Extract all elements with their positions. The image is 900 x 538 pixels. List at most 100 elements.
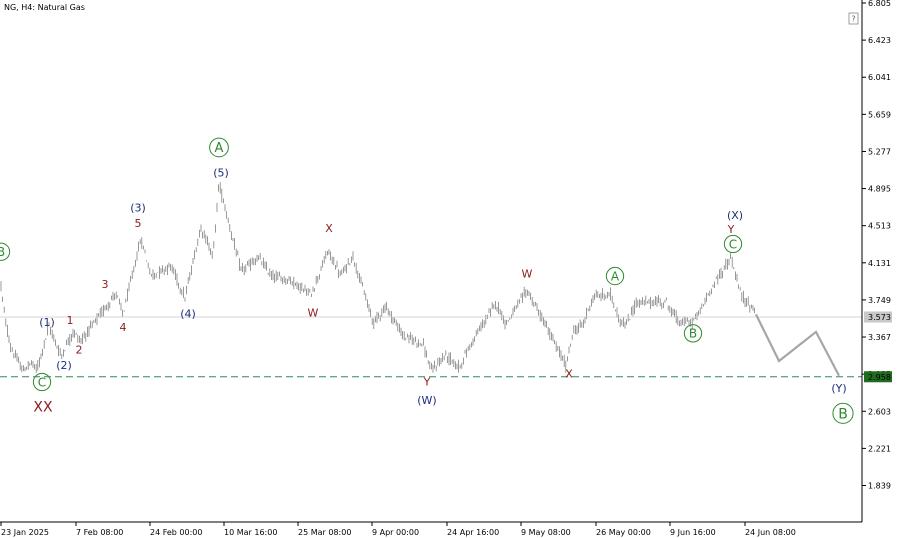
wave-label: (X) <box>727 209 743 222</box>
forecast-projection-line <box>755 313 840 377</box>
wave-label: 2 <box>76 343 83 356</box>
wave-label: A <box>209 137 229 158</box>
x-tick-label: 10 Mar 16:00 <box>224 528 277 537</box>
wave-label-text: XX <box>33 400 53 416</box>
wave-label-text: Y <box>727 223 735 236</box>
wave-label-text: (Y) <box>831 382 846 395</box>
wave-label-text: A <box>611 269 620 283</box>
current-price-badge <box>864 311 892 323</box>
x-tick-label: 9 May 08:00 <box>521 528 571 537</box>
x-tick-label: 24 Feb 00:00 <box>150 528 202 537</box>
wave-label: 5 <box>135 217 142 230</box>
y-tick-label: 4.513 <box>868 222 891 231</box>
wave-label: W <box>522 267 533 280</box>
y-tick-label: 1.839 <box>868 482 891 491</box>
wave-label: B <box>0 242 11 261</box>
x-tick-label: 23 Jan 2025 <box>1 528 49 537</box>
support-price-badge-label: 2.958 <box>868 373 891 382</box>
wave-label: 1 <box>67 314 74 327</box>
y-tick-label: 5.277 <box>868 147 891 156</box>
wave-label: (1) <box>39 316 55 329</box>
wave-label-circle <box>32 372 52 392</box>
wave-label-text: W <box>308 306 319 319</box>
wave-label-text: 5 <box>135 217 142 230</box>
wave-label-text: X <box>325 222 333 235</box>
wave-label: A <box>605 266 625 286</box>
x-tick-label: 7 Feb 08:00 <box>76 528 123 537</box>
x-tick-label: 25 Mar 08:00 <box>298 528 351 537</box>
x-tick-label: 26 May 00:00 <box>596 528 651 537</box>
x-tick-label: 9 Jun 16:00 <box>670 528 716 537</box>
wave-label-text: (W) <box>417 394 436 407</box>
wave-label: X <box>325 222 333 235</box>
wave-label-circle <box>605 266 625 286</box>
wave-label-circle <box>0 242 11 261</box>
wave-label: 4 <box>120 321 127 334</box>
candles-layer <box>0 182 755 373</box>
wave-label-text: Y <box>423 375 431 388</box>
lines-layer <box>0 313 862 378</box>
wave-label-text: (5) <box>213 166 229 179</box>
y-tick-label: 6.041 <box>868 73 891 82</box>
wave-label: W <box>308 306 319 319</box>
wave-label-text: (1) <box>39 316 55 329</box>
wave-label: (4) <box>180 307 196 320</box>
wave-label-circle <box>683 324 703 343</box>
symbol-label: NG, H4: Natural Gas <box>4 3 85 12</box>
y-tick-label: 4.895 <box>868 185 891 194</box>
y-tick-label: 3.749 <box>868 296 891 305</box>
wave-label-text: C <box>729 237 737 251</box>
wave-label: Y <box>423 375 431 388</box>
wave-label-text: C <box>38 375 46 389</box>
x-tick-label: 9 Apr 00:00 <box>372 528 419 537</box>
wave-label-text: B <box>838 406 848 422</box>
wave-label: C <box>723 234 743 254</box>
wave-label: X <box>565 368 573 381</box>
wave-label-text: A <box>215 141 224 156</box>
wave-label: (Y) <box>831 382 846 395</box>
info-icon[interactable]: ? <box>848 12 859 25</box>
wave-label-text: B <box>0 245 5 259</box>
price-badges: 3.573 2.958 <box>864 311 892 383</box>
y-tick-label: 6.423 <box>868 36 891 45</box>
wave-label: (3) <box>130 201 146 214</box>
wave-label-circle <box>832 402 854 424</box>
wave-label-text: 3 <box>102 278 109 291</box>
wave-label-text: B <box>689 327 697 341</box>
wave-label: Y <box>727 223 735 236</box>
wave-label: B <box>683 324 703 343</box>
wave-label-circle <box>209 137 229 158</box>
svg-text:?: ? <box>851 15 855 24</box>
wave-label-text: X <box>565 368 573 381</box>
y-tick-label: 6.805 <box>868 0 891 8</box>
y-tick-label: 2.603 <box>868 407 891 416</box>
wave-label-text: 4 <box>120 321 127 334</box>
wave-label: 3 <box>102 278 109 291</box>
y-tick-label: 3.367 <box>868 333 891 342</box>
wave-label: (2) <box>56 359 72 372</box>
wave-label: (5) <box>213 166 229 179</box>
support-price-badge <box>864 371 892 383</box>
wave-label-text: (X) <box>727 209 743 222</box>
y-tick-label: 4.131 <box>868 259 891 268</box>
x-tick-label: 24 Jun 08:00 <box>745 528 796 537</box>
wave-label-text: (4) <box>180 307 196 320</box>
wave-label: XX <box>33 400 53 416</box>
wave-label-text: 2 <box>76 343 83 356</box>
wave-label: B <box>832 402 854 424</box>
wave-label-text: W <box>522 267 533 280</box>
wave-label-circle <box>723 234 743 254</box>
current-price-badge-label: 3.573 <box>868 313 891 322</box>
wave-label-text: (3) <box>130 201 146 214</box>
x-tick-label: 24 Apr 16:00 <box>447 528 499 537</box>
y-tick-label: 2.221 <box>868 444 891 453</box>
wave-label-text: 1 <box>67 314 74 327</box>
x-axis-ticks: 23 Jan 2025 7 Feb 08:00 24 Feb 00:00 10 Mar… <box>0 522 796 537</box>
wave-label: C <box>32 372 52 392</box>
y-tick-label: 5.659 <box>868 110 891 119</box>
wave-label-text: (2) <box>56 359 72 372</box>
wave-label: (W) <box>417 394 436 407</box>
